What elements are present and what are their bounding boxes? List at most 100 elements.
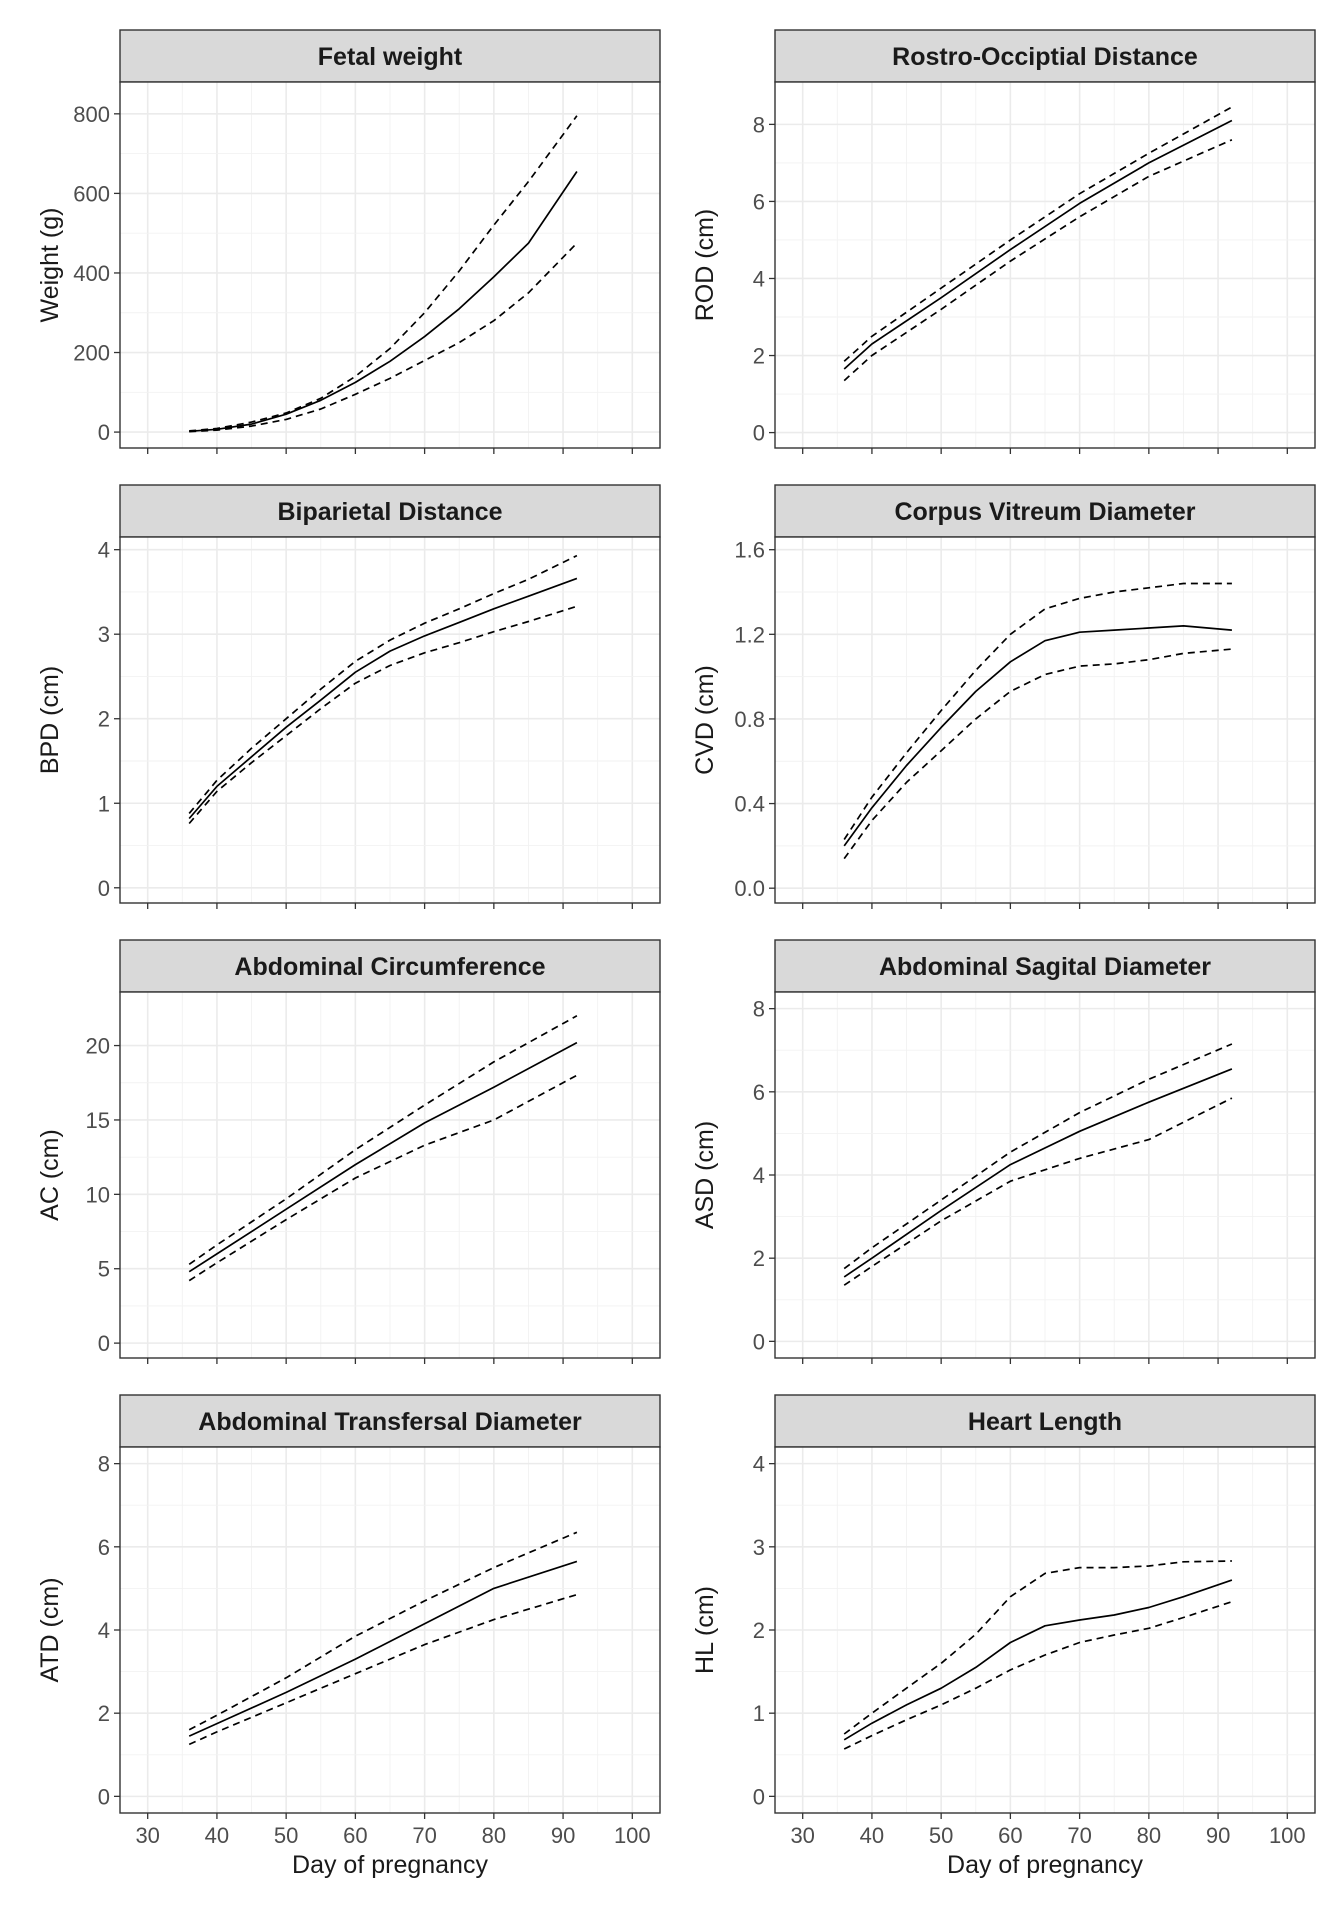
gridlines <box>775 992 1315 1358</box>
y-tick-label: 3 <box>753 1535 765 1560</box>
y-axis-title: ATD (cm) <box>36 1577 64 1682</box>
panel-5: Abdominal Circumference 0 5 10 15 20 AC (cm) <box>36 939 661 1364</box>
y-tick-label: 8 <box>753 112 765 137</box>
x-tick-label: 30 <box>135 1823 159 1848</box>
panel-strip <box>119 29 661 83</box>
panel-border <box>774 81 1316 449</box>
gridlines <box>120 82 660 448</box>
y-axis-title: HL (cm) <box>691 1586 719 1674</box>
y-tick-label: 2 <box>753 1246 765 1271</box>
panel-title: Corpus Vitreum Diameter <box>894 498 1195 526</box>
y-tick-label: 600 <box>73 181 110 206</box>
y-axis-title: CVD (cm) <box>691 665 719 775</box>
y-axis-title: ROD (cm) <box>691 209 719 321</box>
series-line-dashed-2 <box>843 139 1233 382</box>
x-tick-label: 100 <box>614 1823 651 1848</box>
y-tick-label: 0 <box>98 1784 110 1809</box>
y-tick-label: 2 <box>98 1701 110 1726</box>
x-tick-label: 30 <box>790 1823 814 1848</box>
gridlines <box>775 1447 1315 1813</box>
y-tick-label: 2 <box>753 1618 765 1643</box>
y-tick-label: 4 <box>98 1618 110 1643</box>
y-tick-label: 5 <box>98 1257 110 1282</box>
x-tick-label: 50 <box>274 1823 298 1848</box>
series-line-dashed-1 <box>843 582 1232 840</box>
y-tick-label: 1.2 <box>734 622 765 647</box>
x-tick-label: 40 <box>860 1823 884 1848</box>
y-tick-label: 0 <box>98 876 110 901</box>
x-tick-label: 90 <box>551 1823 575 1848</box>
x-tick-label: 80 <box>1137 1823 1161 1848</box>
panel-title: Rostro-Occiptial Distance <box>892 43 1198 71</box>
y-tick-label: 0 <box>98 1331 110 1356</box>
y-tick-label: 200 <box>73 341 110 366</box>
panel-6: Abdominal Sagital Diameter 0 2 4 6 8 ASD (cm) <box>691 939 1316 1364</box>
panel-border <box>119 81 661 449</box>
gridlines <box>120 992 660 1358</box>
panel-title: Fetal weight <box>318 43 463 71</box>
panel-title: Heart Length <box>968 1408 1122 1436</box>
gridlines <box>775 537 1315 903</box>
series-line-dashed-2 <box>188 1074 578 1282</box>
panel-strip <box>774 484 1316 538</box>
y-tick-label: 400 <box>73 261 110 286</box>
x-axis-title: Day of pregnancy <box>947 1851 1143 1879</box>
panel-title: Abdominal Transfersal Diameter <box>198 1408 582 1436</box>
y-tick-label: 0.8 <box>734 707 765 732</box>
y-tick-label: 20 <box>86 1034 110 1059</box>
y-axis-title: AC (cm) <box>36 1129 64 1221</box>
series-line-dashed-2 <box>843 648 1232 860</box>
y-axis-title: BPD (cm) <box>36 666 64 774</box>
panel-7: Abdominal Transfersal Diameter 0 2 4 6 8 ATD (… <box>36 1394 661 1879</box>
y-tick-label: 4 <box>753 266 765 291</box>
x-tick-label: 100 <box>1269 1823 1306 1848</box>
y-tick-label: 6 <box>753 1080 765 1105</box>
panel-border <box>774 536 1316 904</box>
series-line-dashed-1 <box>188 1015 578 1265</box>
series-line-solid <box>843 1579 1233 1741</box>
panel-title: Abdominal Sagital Diameter <box>879 953 1211 981</box>
panel-border <box>119 536 661 904</box>
series-line-solid <box>189 171 578 433</box>
x-tick-label: 60 <box>998 1823 1022 1848</box>
x-tick-label: 70 <box>1067 1823 1091 1848</box>
y-tick-label: 4 <box>753 1452 765 1477</box>
series-line-dashed-2 <box>843 1097 1233 1286</box>
panel-title: Abdominal Circumference <box>234 953 545 981</box>
y-tick-label: 6 <box>753 189 765 214</box>
y-tick-label: 0 <box>753 421 765 446</box>
x-tick-label: 40 <box>205 1823 229 1848</box>
y-tick-label: 10 <box>86 1182 110 1207</box>
y-tick-label: 6 <box>98 1535 110 1560</box>
y-tick-label: 3 <box>98 622 110 647</box>
panel-strip <box>119 1394 661 1448</box>
y-tick-label: 8 <box>753 997 765 1022</box>
series-line-dashed-2 <box>188 605 578 825</box>
y-axis-title: Weight (g) <box>36 208 64 323</box>
y-tick-label: 800 <box>73 102 110 127</box>
panel-strip <box>774 29 1316 83</box>
series-line-dashed-1 <box>843 106 1233 362</box>
series-line-dashed-2 <box>843 1600 1233 1750</box>
series-line-dashed-2 <box>188 1593 578 1746</box>
panel-strip <box>119 939 661 993</box>
gridlines <box>120 537 660 903</box>
series-line-solid <box>843 1068 1233 1278</box>
series-line-solid <box>188 1041 578 1273</box>
y-tick-label: 0 <box>753 1784 765 1809</box>
y-tick-label: 0.4 <box>734 792 765 817</box>
y-tick-label: 0 <box>98 420 110 445</box>
x-tick-label: 80 <box>482 1823 506 1848</box>
panel-strip <box>774 939 1316 993</box>
y-tick-label: 0 <box>753 1329 765 1354</box>
panel-4: Corpus Vitreum Diameter 0.0 0.4 0.8 1.2 1.6 CV… <box>691 484 1316 909</box>
y-tick-label: 2 <box>753 344 765 369</box>
y-tick-label: 15 <box>86 1108 110 1133</box>
y-axis-title: ASD (cm) <box>691 1121 719 1229</box>
panel-strip <box>119 484 661 538</box>
y-tick-label: 8 <box>98 1452 110 1477</box>
y-tick-label: 2 <box>98 707 110 732</box>
panel-8: Heart Length 0 1 2 3 4 HL (cm) 30 40 50 60 70 80 90 10… <box>691 1394 1316 1879</box>
y-tick-label: 1 <box>98 791 110 816</box>
